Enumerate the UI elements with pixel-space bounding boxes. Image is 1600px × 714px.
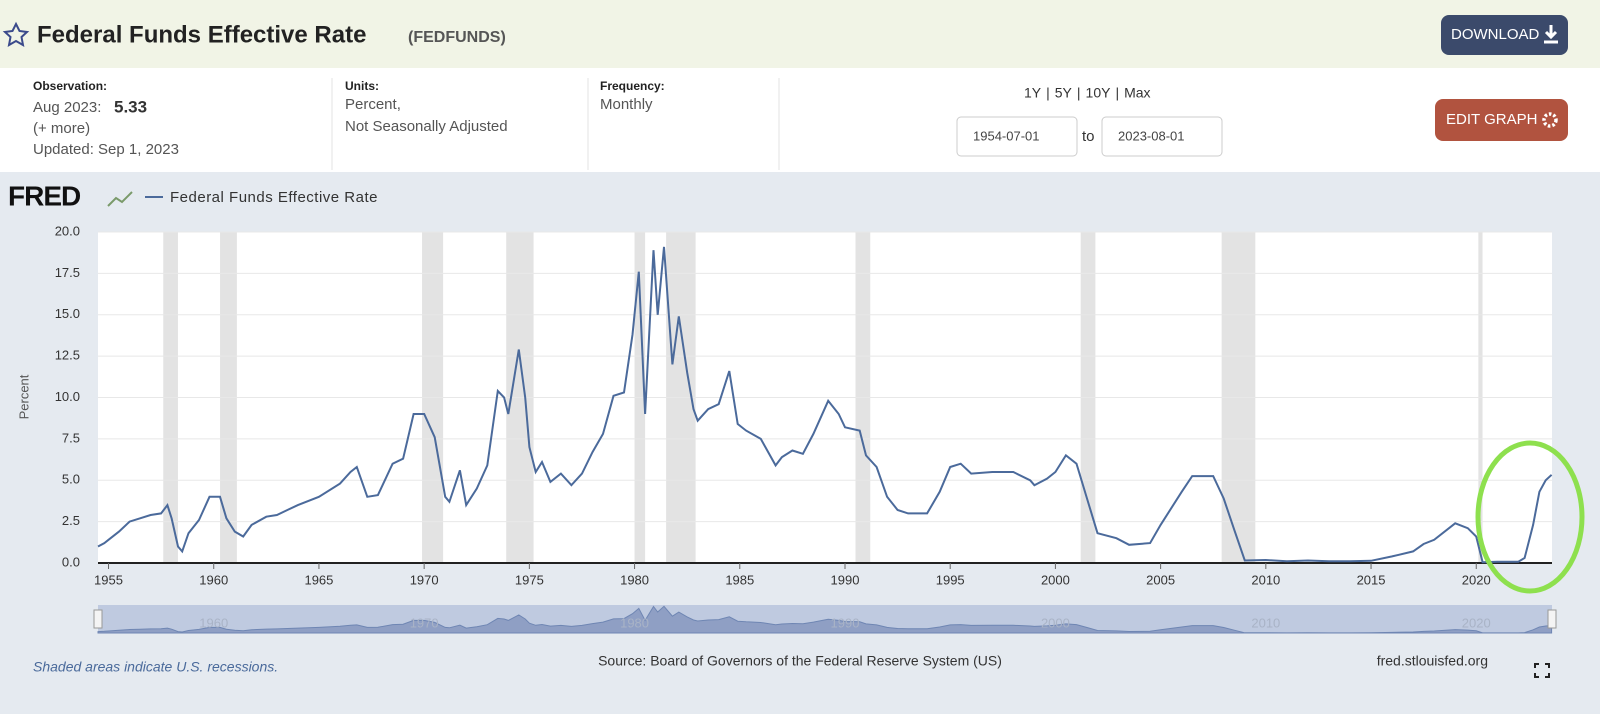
x-tick-label: 2010 bbox=[1251, 572, 1280, 587]
units-line: Not Seasonally Adjusted bbox=[345, 118, 508, 135]
navigator-label: 1990 bbox=[831, 615, 860, 630]
recession-note: Shaded areas indicate U.S. recessions. bbox=[33, 659, 278, 675]
more-link[interactable]: (+ more) bbox=[33, 120, 90, 137]
x-tick-label: 1990 bbox=[831, 572, 860, 587]
navigator-label: 2010 bbox=[1251, 615, 1280, 630]
units-line: Percent, bbox=[345, 96, 401, 113]
edit-graph-button[interactable] bbox=[1435, 99, 1568, 141]
y-axis-label: Percent bbox=[16, 374, 31, 419]
header-bg bbox=[0, 0, 1600, 68]
gear-icon bbox=[1542, 112, 1558, 128]
range-button[interactable]: Max bbox=[1124, 85, 1150, 101]
x-tick-label: 1980 bbox=[620, 572, 649, 587]
x-tick-label: 2015 bbox=[1357, 572, 1386, 587]
y-tick-label: 15.0 bbox=[55, 306, 80, 321]
y-tick-label: 5.0 bbox=[62, 472, 80, 487]
series-id: (FEDFUNDS) bbox=[408, 29, 506, 46]
download-button[interactable] bbox=[1441, 15, 1568, 55]
x-tick-label: 1995 bbox=[936, 572, 965, 587]
updated: Updated: Sep 1, 2023 bbox=[33, 141, 179, 158]
x-tick-label: 1960 bbox=[199, 572, 228, 587]
navigator-handle[interactable] bbox=[93, 609, 103, 629]
range-separator: | bbox=[1046, 85, 1050, 101]
observation-value: 5.33 bbox=[114, 97, 147, 116]
y-tick-label: 17.5 bbox=[55, 265, 80, 280]
title: Federal Funds Effective Rate bbox=[37, 21, 366, 48]
y-tick-label: 10.0 bbox=[55, 389, 80, 404]
range-separator: | bbox=[1077, 85, 1081, 101]
source: Source: Board of Governors of the Federa… bbox=[598, 653, 1002, 669]
frequency-label: Frequency: bbox=[600, 79, 665, 93]
series-line bbox=[97, 246, 1553, 564]
frequency: Monthly bbox=[600, 96, 653, 113]
fullscreen-icon[interactable] bbox=[1534, 663, 1550, 678]
navigator-label: 1980 bbox=[620, 615, 649, 630]
fred-logo: FRED bbox=[8, 180, 81, 211]
x-tick-label: 1985 bbox=[725, 572, 754, 587]
x-tick-label: 1975 bbox=[515, 572, 544, 587]
units-label: Units: bbox=[345, 79, 379, 93]
download-label: DOWNLOAD bbox=[1451, 26, 1540, 43]
logo-icon bbox=[107, 191, 133, 207]
x-tick-label: 2000 bbox=[1041, 572, 1070, 587]
observation-label: Observation: bbox=[33, 79, 107, 93]
info-bg bbox=[0, 68, 1600, 172]
end-date: 2023-08-01 bbox=[1118, 128, 1185, 143]
navigator-area bbox=[97, 605, 1553, 634]
y-tick-label: 20.0 bbox=[55, 223, 80, 238]
y-tick-label: 0.0 bbox=[62, 554, 80, 569]
range-button[interactable]: 10Y bbox=[1086, 85, 1112, 101]
legend-label: Federal Funds Effective Rate bbox=[170, 189, 378, 206]
start-date: 1954-07-01 bbox=[973, 128, 1040, 143]
y-tick-label: 12.5 bbox=[55, 348, 80, 363]
navigator-label: 2020 bbox=[1462, 615, 1491, 630]
range-button[interactable]: 1Y bbox=[1024, 85, 1042, 101]
site: fred.stlouisfed.org bbox=[1377, 653, 1488, 669]
navigator-label: 1970 bbox=[410, 615, 439, 630]
to-label: to bbox=[1082, 128, 1095, 145]
x-tick-label: 1965 bbox=[304, 572, 333, 587]
edit-graph-label: EDIT GRAPH bbox=[1446, 111, 1537, 128]
star-icon[interactable] bbox=[2, 21, 30, 47]
end-date-input[interactable] bbox=[1101, 116, 1223, 157]
x-tick-label: 1970 bbox=[410, 572, 439, 587]
observation-date: Aug 2023: bbox=[33, 99, 101, 116]
y-tick-label: 7.5 bbox=[62, 430, 80, 445]
x-tick-label: 2005 bbox=[1146, 572, 1175, 587]
range-separator: | bbox=[1115, 85, 1119, 101]
y-tick-label: 2.5 bbox=[62, 513, 80, 528]
range-button[interactable]: 5Y bbox=[1055, 85, 1073, 101]
x-tick-label: 2020 bbox=[1462, 572, 1491, 587]
navigator-label: 1960 bbox=[199, 615, 228, 630]
start-date-input[interactable] bbox=[956, 116, 1078, 157]
navigator-handle[interactable] bbox=[1547, 609, 1557, 629]
x-tick-label: 1955 bbox=[94, 572, 123, 587]
download-icon bbox=[1544, 25, 1558, 44]
highlight-circle bbox=[1475, 440, 1585, 594]
navigator-label: 2000 bbox=[1041, 615, 1070, 630]
